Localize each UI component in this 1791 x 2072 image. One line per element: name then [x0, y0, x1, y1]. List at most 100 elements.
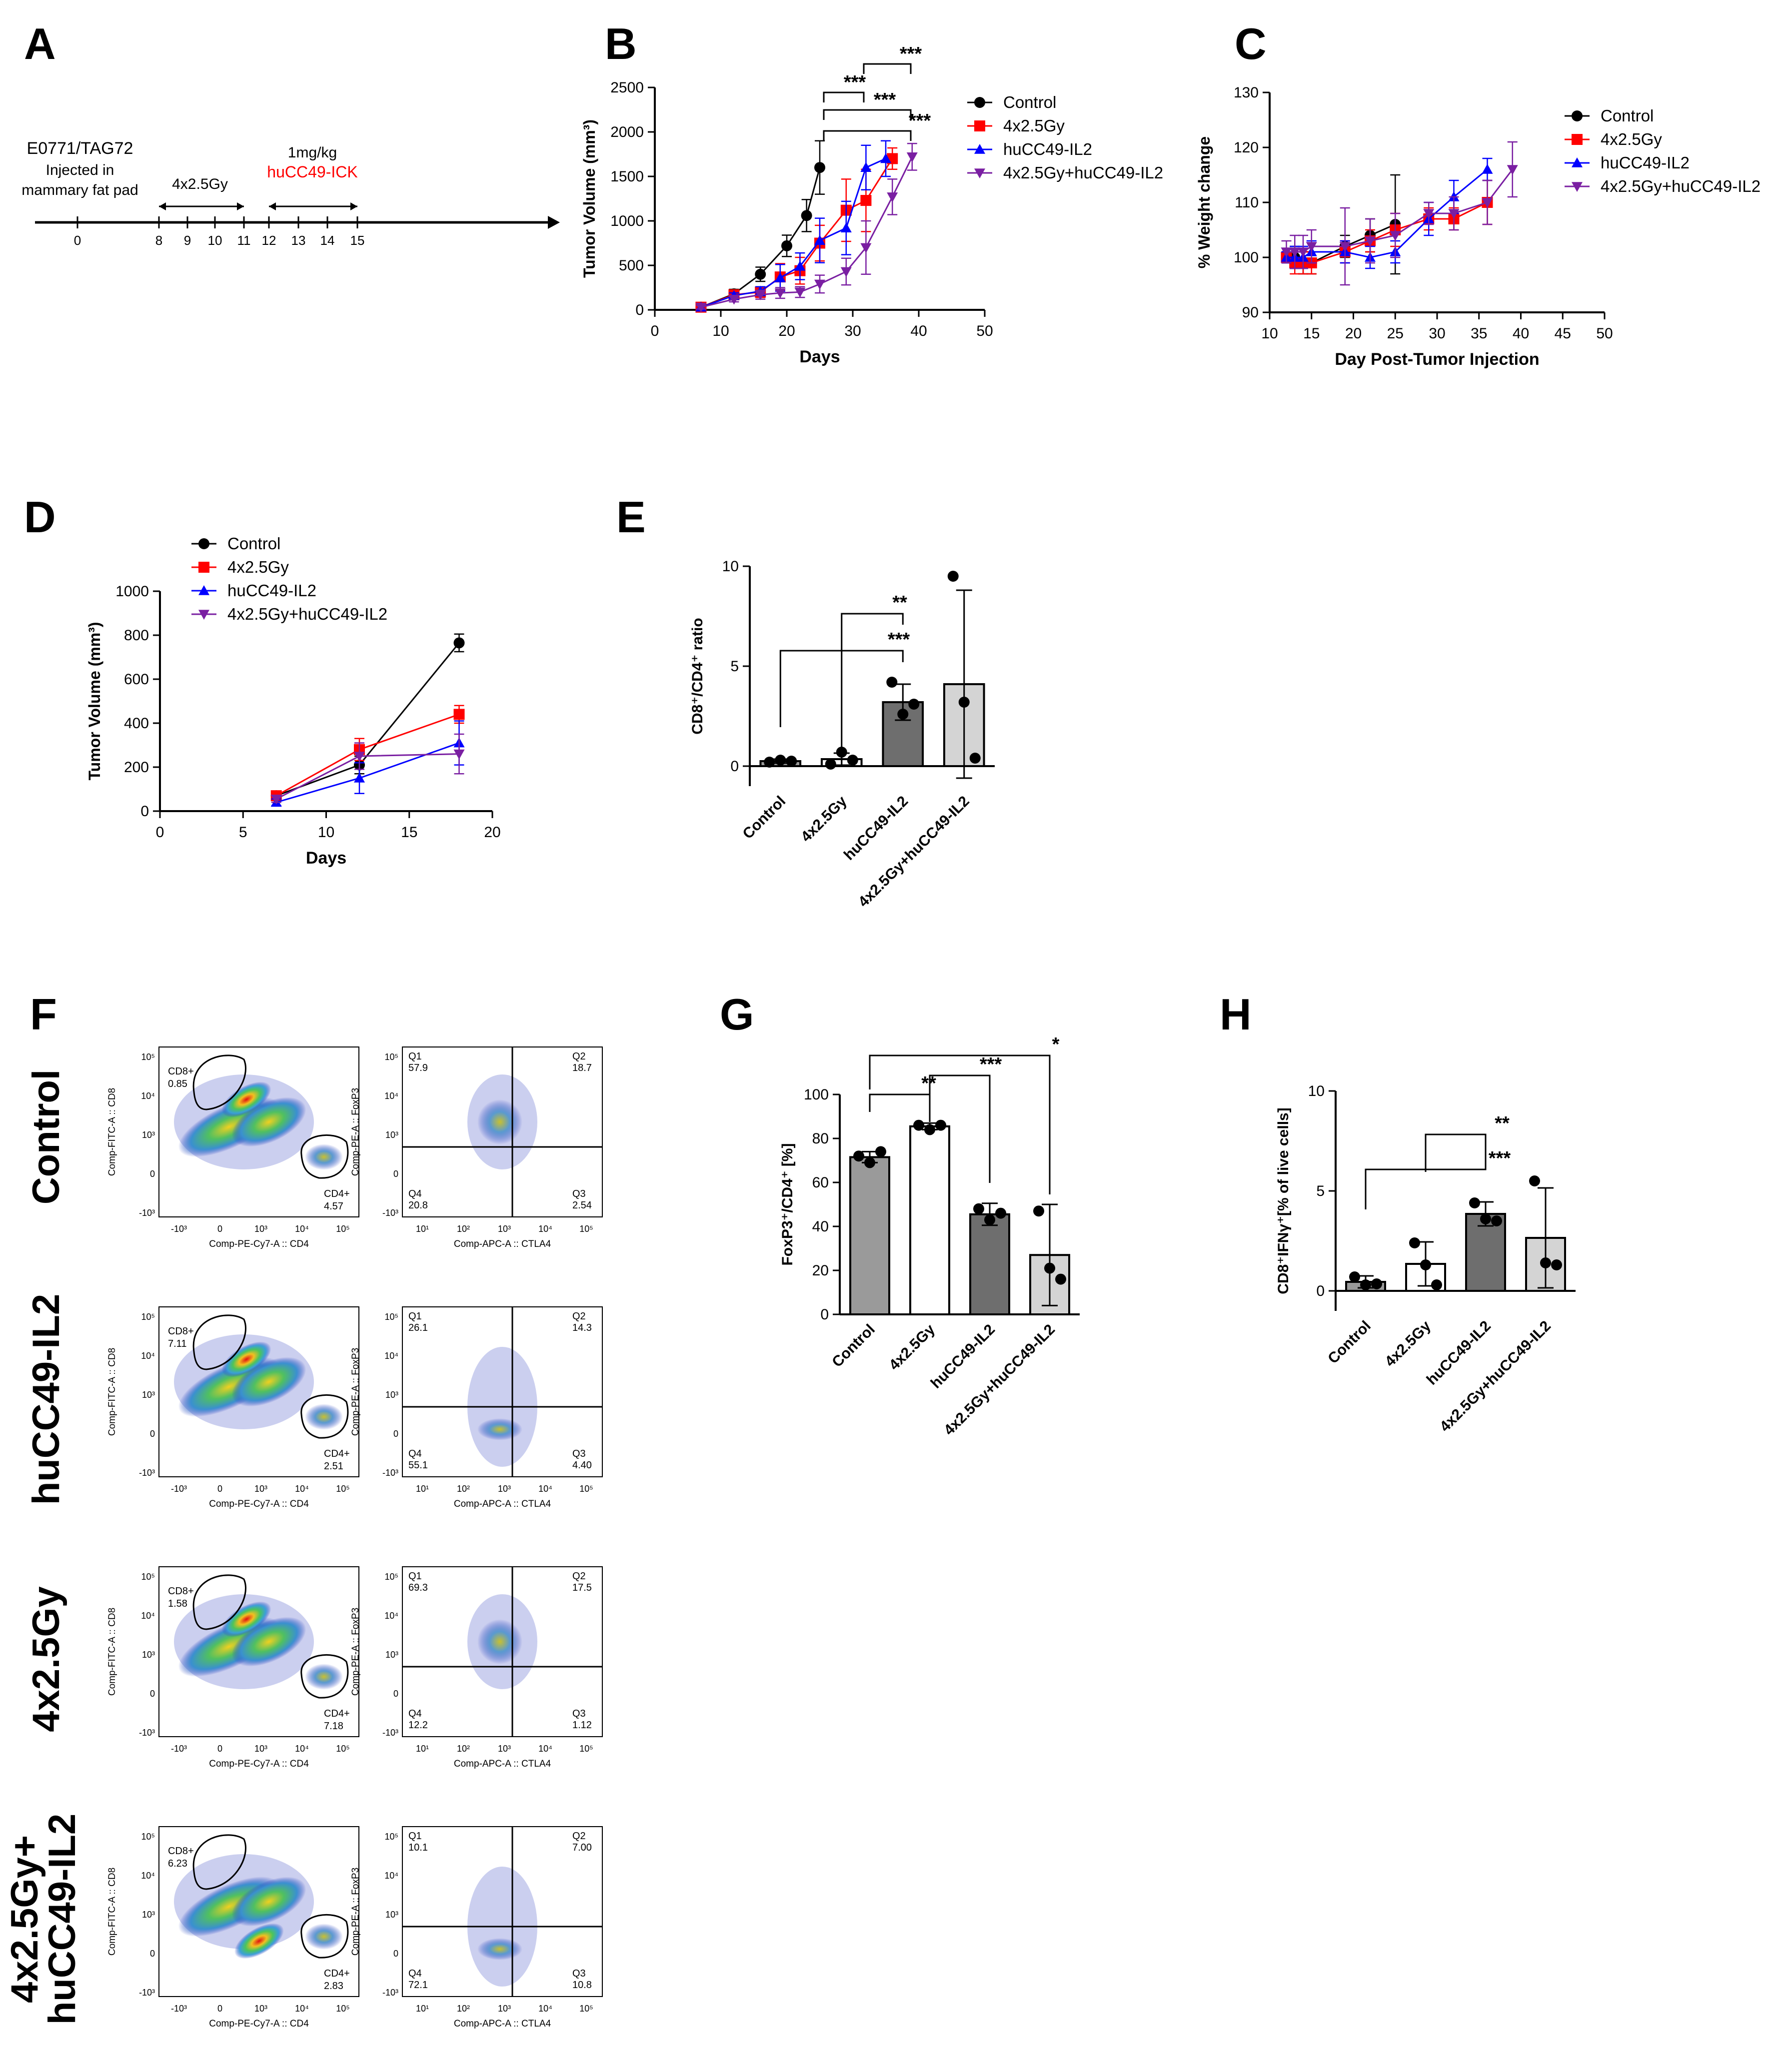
data-point [354, 752, 365, 762]
gate-cd8-value: 1.58 [168, 1598, 187, 1609]
y-tick-label: 10⁴ [141, 1871, 155, 1881]
significance-label: *** [844, 72, 866, 93]
legend-label: huCC49-IL2 [227, 581, 316, 600]
flow-row: CD8+6.23 CD4+ 2.83 -10³ 0 10³ 10⁴ 10⁵ 10⁵ 10⁴ 10³ 0… [107, 1826, 603, 2029]
legend-entry: Control [1565, 106, 1654, 125]
quadrant-q4-label: Q4 [408, 1968, 422, 1979]
cell-density [477, 1418, 522, 1440]
y-tick-label: 10⁴ [141, 1611, 155, 1621]
cell-density-peak [234, 1923, 284, 1959]
y-tick-label: 0 [150, 1169, 155, 1179]
flow-row-label-control: Control [25, 1069, 67, 1204]
data-point [1448, 209, 1460, 219]
y-tick-label: 10⁵ [141, 1572, 155, 1582]
flow-plot-cd8-cd4: CD8+7.11 CD4+ 2.51 -10³ 0 10³ 10⁴ 10⁵ 10⁵ 10⁴ 10³ 0… [107, 1306, 359, 1509]
data-point [906, 152, 918, 162]
flow-plot-cd8-cd4: CD8+1.58 CD4+ 7.18 -10³ 0 10³ 10⁴ 10⁵ 10⁵ 10⁴ 10³ 0… [107, 1566, 359, 1769]
x-tick-label: 10¹ [416, 1224, 429, 1234]
legend-d: Control 4x2.5Gy huCC49-IL2 4x2.5Gy+huCC49-I… [191, 534, 387, 623]
significance-label: ** [1495, 1113, 1510, 1134]
flow-row: CD8+1.58 CD4+ 7.18 -10³ 0 10³ 10⁴ 10⁵ 10⁵ 10⁴ 10³ 0… [107, 1566, 603, 1769]
data-point [453, 749, 465, 760]
quadrant-q3-label: Q3 [572, 1968, 586, 1979]
data-point [764, 757, 775, 768]
chart-b-tumor-volume: 0 10 20 30 40 5005001000150020002500DaysTumor… [580, 43, 993, 366]
bar [969, 1213, 1010, 1316]
x-axis-label: Comp-PE-Cy7-A :: CD4 [209, 2019, 309, 2029]
data-point [774, 288, 786, 299]
data-point [1540, 1257, 1551, 1268]
x-tick-label: 35 [1471, 325, 1487, 342]
data-point [794, 260, 806, 271]
cd4-density [305, 1664, 343, 1690]
y-tick-label: 0 [635, 302, 644, 318]
quadrant-q3-value: 2.54 [572, 1200, 592, 1211]
data-point [887, 192, 898, 202]
data-point [995, 1207, 1006, 1219]
data-point [947, 571, 959, 582]
data-point [880, 153, 891, 163]
quadrant-q4-label: Q4 [408, 1448, 422, 1459]
x-axis-label: Comp-APC-A :: CTLA4 [454, 1759, 551, 1769]
quadrant-q1-label: Q1 [408, 1311, 422, 1322]
legend-marker [1572, 134, 1583, 145]
timeline-site: mammary fat pad [21, 182, 138, 198]
significance-label: ** [892, 592, 907, 613]
data-point [814, 279, 825, 290]
legend-marker [198, 538, 209, 549]
gate-cd4 [300, 1394, 349, 1439]
y-axis-label: CD8⁺IFNγ⁺[% of live cells] [1275, 1107, 1292, 1294]
data-point [935, 1119, 946, 1131]
y-tick-label: 400 [124, 715, 149, 732]
data-point [1480, 1213, 1491, 1224]
x-tick-label: 10³ [254, 2004, 267, 2014]
x-tick-label: 10⁴ [538, 1484, 552, 1494]
x-axis-label: Comp-APC-A :: CTLA4 [454, 1499, 551, 1509]
x-tick-label: 10⁴ [538, 2004, 552, 2014]
significance-label: * [1052, 1034, 1060, 1055]
y-tick-label: 1000 [115, 583, 149, 600]
data-point [897, 709, 909, 720]
timeline-tick-label: 0 [74, 233, 81, 248]
x-tick-label: 50 [976, 323, 993, 339]
y-tick-label: -10³ [139, 1468, 155, 1478]
quadrant-q3-value: 10.8 [572, 1980, 592, 1991]
data-point [1390, 231, 1401, 241]
y-axis-label: Comp-FITC-A :: CD8 [107, 1088, 117, 1176]
x-axis-label: Days [306, 849, 346, 868]
quadrant-q2-value: 7.00 [572, 1842, 592, 1853]
y-tick-label: 0 [150, 1949, 155, 1959]
quadrant-q1-label: Q1 [408, 1571, 422, 1582]
y-axis-label: Comp-PE-A :: FoxP3 [350, 1348, 361, 1436]
y-tick-label: 10⁴ [384, 1351, 398, 1361]
y-axis-label: Comp-FITC-A :: CD8 [107, 1608, 117, 1696]
quadrant-q1-value: 69.3 [408, 1582, 428, 1593]
x-tick-label: 20 [1345, 325, 1362, 342]
y-tick-label: 120 [1234, 139, 1259, 156]
x-tick-label: 25 [1387, 325, 1404, 342]
cd4-density [305, 1144, 343, 1170]
x-tick-label: 10¹ [416, 1484, 429, 1494]
y-tick-label: 5 [1316, 1183, 1325, 1199]
quadrant-q4-value: 12.2 [408, 1720, 428, 1731]
flow-cytometry-panel: Control huCC49-IL2 4x2.5Gy 4x2.5Gy+ huCC… [3, 1046, 603, 2029]
gate-cd8-label: CD8+ [168, 1846, 194, 1857]
x-tick-label: 30 [1429, 325, 1445, 342]
data-point [1482, 164, 1493, 174]
timeline-ticks: 0 8 9 10 11 12 13 14 15 [74, 216, 364, 248]
x-tick-label: 10² [457, 1224, 470, 1234]
series-line [701, 156, 913, 308]
data-point [755, 268, 766, 280]
flow-row-label-rt: 4x2.5Gy [25, 1586, 67, 1732]
x-tick-label: 20 [778, 323, 795, 339]
quadrant-q2-value: 18.7 [572, 1062, 592, 1073]
y-tick-label: 5 [730, 658, 739, 675]
panel-letter-a: A [24, 19, 56, 68]
y-tick-label: 10⁴ [384, 1091, 398, 1101]
legend-entry: 4x2.5Gy [1565, 130, 1662, 148]
significance-bracket [779, 650, 904, 727]
